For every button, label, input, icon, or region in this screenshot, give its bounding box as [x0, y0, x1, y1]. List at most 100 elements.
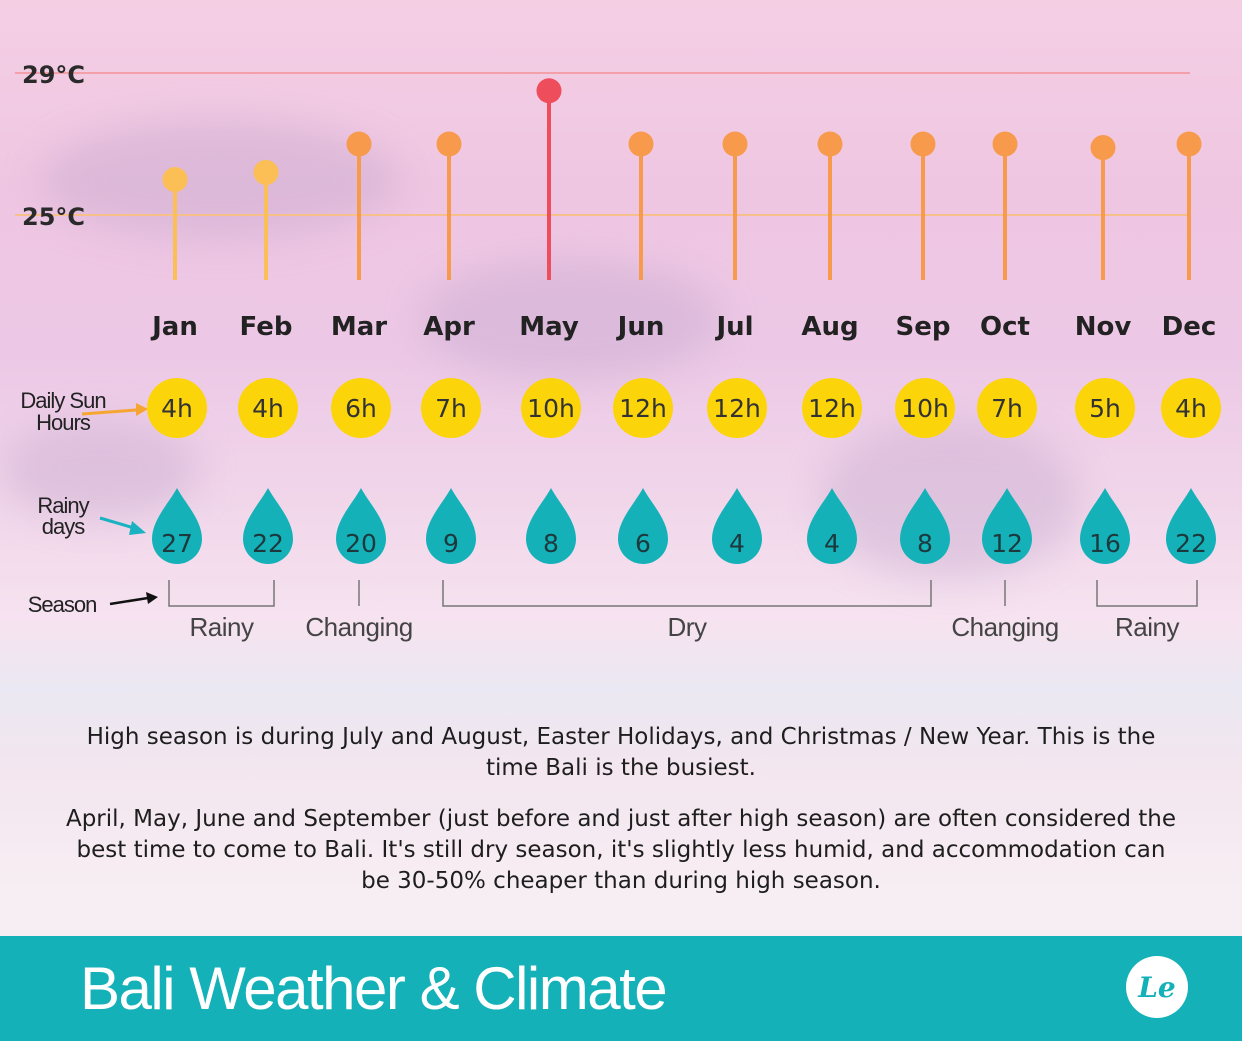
month-label: Jul [714, 312, 753, 342]
month-label: Aug [801, 312, 858, 342]
sun-circle [802, 378, 862, 438]
rainy-days-value: 22 [252, 529, 284, 558]
rain-drop [1166, 488, 1216, 564]
background-cloud [0, 420, 200, 520]
rainy-days-label: days [42, 514, 85, 539]
y-tick-label: 25°C [22, 203, 85, 231]
rainy-days-label: Rainy [37, 493, 89, 518]
rain-drop [618, 488, 668, 564]
rainy-days-value: 4 [824, 529, 840, 558]
sun-hours-label: Daily Sun [20, 388, 105, 413]
season-arrowhead [146, 592, 158, 604]
sun-circle [331, 378, 391, 438]
rainy-days-value: 8 [543, 529, 559, 558]
rain-drop [712, 488, 762, 564]
temp-dot [253, 159, 279, 185]
footer-title: Bali Weather & Climate [80, 955, 668, 1022]
season-name: Rainy [1115, 612, 1179, 642]
sun-hours-value: 4h [161, 394, 193, 423]
rainy-days-value: 22 [1175, 529, 1207, 558]
background-cloud [420, 260, 720, 380]
rainy-days-value: 16 [1089, 529, 1121, 558]
temp-dot [992, 131, 1018, 157]
y-tick-label: 29°C [22, 61, 85, 89]
sun-circle [895, 378, 955, 438]
season-name: Changing [305, 612, 412, 642]
rain-drop [807, 488, 857, 564]
background-cloud [40, 120, 400, 240]
sun-hours-value: 6h [345, 394, 377, 423]
season-arrow [109, 596, 149, 606]
temp-dot [722, 131, 748, 157]
month-label: Jun [616, 312, 665, 342]
sun-circle [707, 378, 767, 438]
rainy-days-value: 9 [443, 529, 459, 558]
bali-climate-chart: 25°C 29°C Jan Feb Mar Apr May Jun Jul Aug Sep Oct No… [15, 61, 1221, 642]
month-label: Feb [240, 312, 293, 342]
season-bracket [1096, 580, 1198, 607]
season-bracket [168, 580, 275, 607]
rainy-days-arrow [99, 516, 135, 530]
rain-drop [982, 488, 1032, 564]
rain-drop [1080, 488, 1130, 564]
month-label: Mar [331, 312, 387, 342]
sun-hours-value: 10h [901, 394, 949, 423]
sun-hours-value: 4h [1175, 394, 1207, 423]
season-name: Changing [951, 612, 1058, 642]
rain-drop [336, 488, 386, 564]
rainy-days-value: 6 [635, 529, 651, 558]
sun-circle [421, 378, 481, 438]
season-bracket [442, 580, 932, 607]
background-cloud [820, 420, 1080, 580]
sun-hours-value: 10h [527, 394, 575, 423]
rainy-days-value: 4 [729, 529, 745, 558]
sun-circle [1161, 378, 1221, 438]
temp-dot [536, 78, 562, 104]
sun-hours-value: 4h [252, 394, 284, 423]
temp-dot [162, 167, 188, 192]
month-label: Oct [980, 312, 1030, 342]
sun-hours-arrowhead [136, 403, 148, 416]
sun-hours-value: 7h [435, 394, 467, 423]
sun-hours-value: 7h [991, 394, 1023, 423]
month-label: Dec [1162, 312, 1217, 342]
rainy-days-value: 20 [345, 529, 377, 558]
sun-hours-value: 12h [713, 394, 761, 423]
season-label: Season [28, 592, 97, 617]
rain-drop [152, 488, 202, 564]
sun-circle [977, 378, 1037, 438]
sun-circle [147, 378, 207, 438]
temp-dot [1090, 135, 1116, 161]
temp-dot [1176, 131, 1202, 157]
month-label: Nov [1075, 312, 1132, 342]
season-name: Dry [668, 612, 707, 642]
sun-hours-value: 12h [619, 394, 667, 423]
month-label: Sep [896, 312, 951, 342]
sun-hours-value: 12h [808, 394, 856, 423]
logo: Le [1126, 956, 1188, 1018]
best-time-note: April, May, June and September (just bef… [65, 806, 1177, 894]
rainy-days-value: 27 [161, 529, 193, 558]
season-name: Rainy [190, 612, 254, 642]
temp-dot [817, 131, 843, 157]
sun-hours-value: 5h [1089, 394, 1121, 423]
rainy-days-arrowhead [129, 521, 146, 535]
month-label: Jan [150, 312, 198, 342]
sun-circle [521, 378, 581, 438]
sun-circle [613, 378, 673, 438]
sun-hours-arrow [81, 408, 137, 416]
high-season-note: High season is during July and August, E… [86, 724, 1156, 781]
temp-dot [436, 131, 462, 157]
month-label: Apr [423, 312, 475, 342]
rain-drop [426, 488, 476, 564]
sun-circle [1075, 378, 1135, 438]
temp-dot [346, 131, 372, 157]
rain-drop [526, 488, 576, 564]
rainy-days-value: 8 [917, 529, 933, 558]
footer-banner: Bali Weather & Climate Le [0, 936, 1242, 1041]
month-label: May [519, 312, 579, 342]
logo-text: Le [1138, 970, 1176, 1004]
temp-dot [910, 131, 936, 157]
sun-circle [238, 378, 298, 438]
temp-dot [628, 131, 654, 157]
